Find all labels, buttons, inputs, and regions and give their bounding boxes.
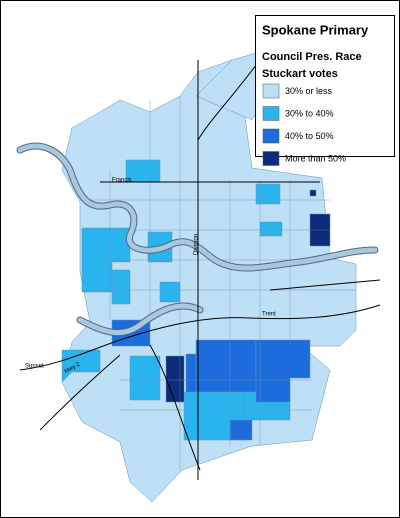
map-label: Division xyxy=(194,234,200,255)
tract xyxy=(165,355,185,403)
legend-label: 30% or less xyxy=(285,86,333,96)
legend-subtitle: Council Pres. Race xyxy=(262,51,362,63)
legend-swatch xyxy=(262,83,280,99)
map-label: Sunset xyxy=(25,364,44,370)
legend-swatch xyxy=(262,151,280,166)
map-label: Francis xyxy=(112,178,132,184)
legend-label: 30% to 40% xyxy=(285,108,334,118)
legend-heading: Stuckart votes xyxy=(262,68,338,80)
tract xyxy=(255,183,281,205)
legend-items: 30% or less 30% to 40% 40% to 50% More than… xyxy=(262,83,346,166)
tract xyxy=(129,355,161,401)
legend-swatch xyxy=(262,128,280,144)
tract xyxy=(159,281,181,303)
road xyxy=(19,59,381,480)
tract xyxy=(255,339,311,403)
tract xyxy=(259,221,283,237)
legend-swatch xyxy=(262,106,280,121)
tract xyxy=(309,189,317,197)
legend-title: Spokane Primary xyxy=(262,22,369,37)
tract xyxy=(111,269,131,305)
legend-label: More than 50% xyxy=(285,153,346,163)
legend-label: 40% to 50% xyxy=(285,131,334,141)
river xyxy=(17,143,378,271)
map-label: Trent xyxy=(262,312,276,318)
river xyxy=(77,303,203,336)
tract xyxy=(185,353,197,393)
tract xyxy=(195,339,257,393)
tract xyxy=(229,419,253,441)
